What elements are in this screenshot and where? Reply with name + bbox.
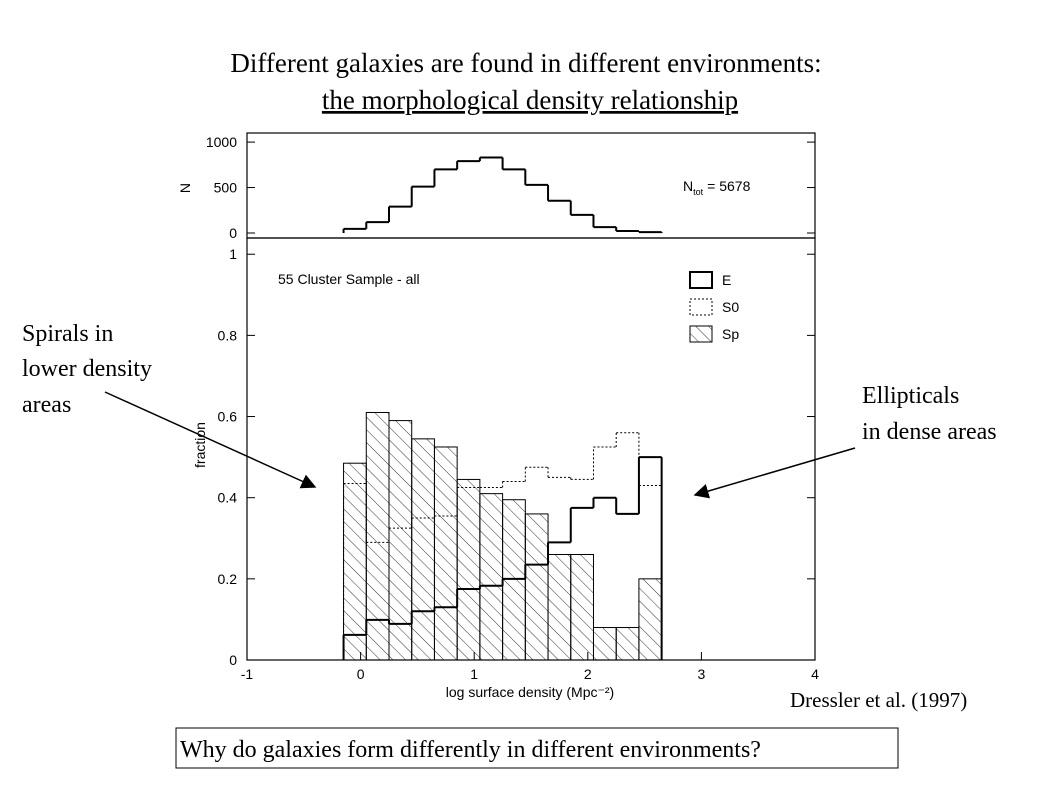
legend-swatch (689, 271, 713, 289)
hist-riser (343, 432, 663, 660)
annotation-part: = 5678 (707, 178, 750, 194)
x-tick-label: 2 (584, 666, 592, 682)
y-tick-label: 0.2 (218, 571, 238, 587)
annotation: Ntot = 5678 (683, 178, 751, 197)
question: Why do galaxies form differently in diff… (180, 737, 761, 763)
hist-bar (411, 438, 435, 661)
y-tick-label: 1 (229, 246, 237, 262)
hist-bar (365, 411, 390, 661)
hist-bar (592, 627, 617, 661)
y-tick-label: 0.4 (218, 490, 238, 506)
annotation: 55 Cluster Sample - all (278, 271, 420, 287)
hist-bar (570, 554, 594, 661)
title-line: the morphological density relationship (322, 85, 738, 115)
legend-swatch (689, 325, 713, 343)
note-line: areas (22, 392, 71, 418)
hist-bar (615, 627, 640, 661)
y-axis-label: N (177, 183, 193, 193)
legend-swatch (689, 298, 713, 316)
y-tick-label: 0 (229, 225, 237, 241)
arrow (104, 391, 317, 489)
note-line: in dense areas (862, 419, 997, 445)
y-tick-label: 0.6 (218, 409, 238, 425)
hist-bar (502, 499, 526, 661)
hist-bar (547, 554, 572, 661)
hist-bar (433, 446, 458, 661)
x-tick-label: 0 (357, 666, 365, 682)
annotation-part: N (683, 178, 693, 194)
hist-bar (343, 462, 367, 661)
title-line: Different galaxies are found in differen… (230, 48, 821, 78)
y-axis-label: fraction (192, 422, 208, 468)
credit: Dressler et al. (1997) (790, 688, 967, 712)
x-tick-label: 1 (470, 666, 478, 682)
note-line: Spirals in (22, 321, 113, 347)
x-tick-label: 3 (698, 666, 706, 682)
hist-riser (342, 157, 663, 233)
note-line: lower density (22, 356, 152, 382)
x-axis-label: log surface density (Mpc⁻²) (446, 684, 614, 700)
question-box (175, 727, 899, 769)
hist-bar (524, 513, 549, 661)
hist-bar (638, 578, 663, 661)
legend-label: Sp (722, 326, 739, 342)
hist-bar (479, 493, 504, 661)
legend-label: E (722, 272, 731, 288)
y-tick-label: 500 (214, 180, 238, 196)
x-tick-label: 4 (811, 666, 819, 682)
note-line: Ellipticals (862, 383, 959, 409)
y-tick-label: 1000 (206, 134, 237, 150)
annotation-sub: tot (693, 187, 704, 197)
arrow (693, 447, 856, 499)
legend-label: S0 (722, 299, 739, 315)
y-tick-label: 0 (229, 652, 237, 668)
x-tick-label: -1 (241, 666, 254, 682)
hist-bar (456, 478, 481, 661)
y-tick-label: 0.8 (218, 327, 238, 343)
